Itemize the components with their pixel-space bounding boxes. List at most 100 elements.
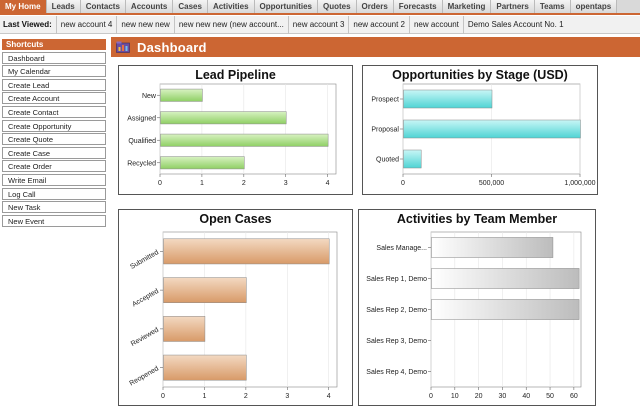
- category-label: Qualified: [128, 138, 156, 145]
- tab-activities[interactable]: Activities: [207, 0, 255, 13]
- category-label: Sales Rep 1, Demo: [366, 276, 427, 283]
- shortcut-create-contact[interactable]: Create Contact: [2, 105, 106, 118]
- x-tick-label: 1: [200, 180, 204, 187]
- shortcut-create-case[interactable]: Create Case: [2, 146, 106, 159]
- shortcut-new-event[interactable]: New Event: [2, 214, 106, 227]
- x-tick-label: 3: [284, 180, 288, 187]
- shortcut-create-lead[interactable]: Create Lead: [2, 78, 106, 91]
- chart-title: Open Cases: [199, 212, 271, 226]
- tab-opportunities[interactable]: Opportunities: [254, 0, 318, 13]
- bar-reopened: [163, 354, 247, 381]
- category-label: Proposal: [371, 127, 399, 134]
- bar-reviewed: [163, 316, 206, 342]
- shortcut-create-opportunity[interactable]: Create Opportunity: [2, 119, 106, 132]
- last-viewed-item[interactable]: new account 3: [287, 15, 349, 34]
- page-title: Dashboard: [137, 40, 207, 55]
- opportunities-panel: Opportunities by Stage (USD) 0 500,000 1,00…: [362, 65, 598, 195]
- dashboard-header: Dashboard: [111, 37, 640, 57]
- tab-forecasts[interactable]: Forecasts: [393, 0, 443, 13]
- tab-leads[interactable]: Leads: [46, 0, 81, 13]
- category-label: Sales Manage...: [376, 245, 427, 252]
- bar-qualified: [160, 133, 329, 147]
- last-viewed-item[interactable]: new account 4: [55, 15, 117, 34]
- x-tick-label: 4: [327, 393, 331, 400]
- tab-cases[interactable]: Cases: [173, 0, 208, 13]
- bar-sales-manage: [431, 237, 554, 258]
- category-label: Reopened: [129, 365, 161, 387]
- folder-chart-icon: [116, 41, 130, 53]
- category-label: Accepted: [131, 288, 160, 309]
- tab-contacts[interactable]: Contacts: [80, 0, 126, 13]
- category-label: Assigned: [127, 115, 156, 122]
- tab-opentaps[interactable]: opentaps: [570, 0, 618, 13]
- bar-new: [160, 88, 203, 102]
- open-cases-panel: Open Cases 0 1 2 3 4 Submitted Accepted Reviewed…: [118, 209, 353, 406]
- x-tick-label: 500,000: [479, 180, 504, 187]
- shortcut-create-order[interactable]: Create Order: [2, 160, 106, 173]
- tab-teams[interactable]: Teams: [534, 0, 571, 13]
- last-viewed-item[interactable]: new new new: [116, 15, 173, 34]
- last-viewed-bar: Last Viewed: new account 4 new new new new…: [0, 15, 640, 34]
- chart-title: Activities by Team Member: [397, 212, 557, 226]
- tab-orders[interactable]: Orders: [356, 0, 394, 13]
- x-tick-label: 3: [285, 393, 289, 400]
- open-cases-chart: Open Cases 0 1 2 3 4 Submitted Accepted Reviewed…: [129, 212, 338, 400]
- shortcuts-header: Shortcuts: [2, 39, 106, 50]
- bar-quoted: [403, 149, 422, 169]
- tab-marketing[interactable]: Marketing: [442, 0, 492, 13]
- bar-assigned: [160, 111, 287, 125]
- tab-quotes[interactable]: Quotes: [317, 0, 357, 13]
- activities-panel: Activities by Team Member 0 10 20 30 40 50 60 Sa…: [358, 209, 596, 406]
- bar-sales-rep-2-demo: [431, 299, 580, 320]
- shortcut-new-task[interactable]: New Task: [2, 201, 106, 214]
- last-viewed-item[interactable]: new account: [408, 15, 463, 34]
- last-viewed-item[interactable]: new new new (new account...: [173, 15, 288, 34]
- x-tick-label: 1,000,000: [564, 180, 595, 187]
- x-tick-label: 40: [522, 393, 530, 400]
- x-tick-label: 0: [429, 393, 433, 400]
- category-label: Quoted: [376, 157, 399, 164]
- bar-recycled: [160, 156, 245, 170]
- category-label: Recycled: [127, 160, 156, 167]
- category-label: Reviewed: [130, 326, 160, 347]
- x-tick-label: 60: [570, 393, 578, 400]
- last-viewed-item[interactable]: Demo Sales Account No. 1: [462, 15, 568, 34]
- tab-my-home[interactable]: My Home: [0, 0, 47, 13]
- category-label: Submitted: [129, 249, 160, 271]
- bar-accepted: [163, 277, 247, 303]
- last-viewed-item[interactable]: new account 2: [348, 15, 409, 34]
- lead-pipeline-panel: Lead Pipeline 0 1 2 3 4 New Assigned Qualified Re…: [118, 65, 353, 195]
- x-tick-label: 0: [158, 180, 162, 187]
- x-tick-label: 0: [161, 393, 165, 400]
- lead-pipeline-chart: Lead Pipeline 0 1 2 3 4 New Assigned Qualified Re…: [127, 68, 337, 187]
- shortcut-create-quote[interactable]: Create Quote: [2, 133, 106, 146]
- category-label: Sales Rep 3, Demo: [366, 338, 427, 345]
- shortcuts-panel: Shortcuts Dashboard My Calendar Create Lea…: [2, 39, 106, 227]
- shortcut-my-calendar[interactable]: My Calendar: [2, 65, 106, 78]
- tab-partners[interactable]: Partners: [491, 0, 535, 13]
- opportunities-by-stage-chart: Opportunities by Stage (USD) 0 500,000 1,00…: [371, 68, 595, 187]
- category-label: New: [142, 93, 157, 100]
- shortcut-create-account[interactable]: Create Account: [2, 92, 106, 105]
- shortcut-dashboard[interactable]: Dashboard: [2, 51, 106, 64]
- tab-accounts[interactable]: Accounts: [125, 0, 174, 13]
- shortcut-write-email[interactable]: Write Email: [2, 173, 106, 186]
- category-label: Prospect: [371, 97, 399, 104]
- x-tick-label: 20: [475, 393, 483, 400]
- x-tick-label: 30: [499, 393, 507, 400]
- bar-sales-rep-1-demo: [431, 268, 580, 289]
- activities-by-team-member-chart: Activities by Team Member 0 10 20 30 40 50 60 Sa…: [366, 212, 582, 400]
- x-tick-label: 50: [546, 393, 554, 400]
- category-label: Sales Rep 4, Demo: [366, 369, 427, 376]
- shortcut-log-call[interactable]: Log Call: [2, 187, 106, 200]
- x-tick-label: 10: [451, 393, 459, 400]
- category-label: Sales Rep 2, Demo: [366, 307, 427, 314]
- x-tick-label: 2: [244, 393, 248, 400]
- x-tick-label: 0: [401, 180, 405, 187]
- x-tick-label: 1: [202, 393, 206, 400]
- last-viewed-label: Last Viewed:: [3, 20, 52, 29]
- x-tick-label: 2: [242, 180, 246, 187]
- chart-title: Opportunities by Stage (USD): [392, 68, 568, 82]
- chart-title: Lead Pipeline: [195, 68, 276, 82]
- x-tick-label: 4: [326, 180, 330, 187]
